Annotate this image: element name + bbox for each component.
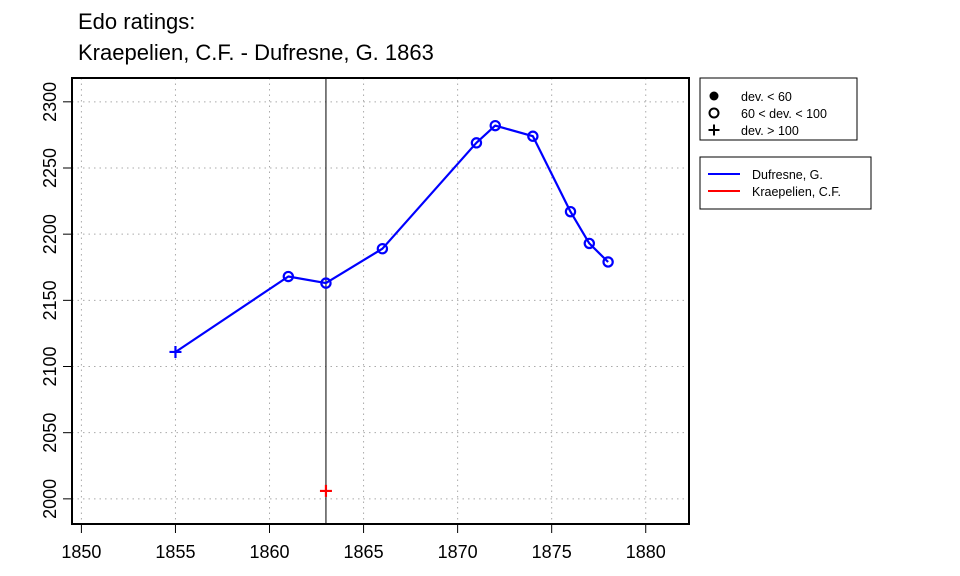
y-tick-label: 2250 (40, 148, 60, 188)
data-point-circle (376, 243, 389, 255)
series-points (169, 119, 614, 497)
y-axis: 2000 2050 2100 2150 2200 2250 2300 (40, 82, 72, 519)
data-point-circle (602, 256, 614, 268)
y-tick-label: 2100 (40, 346, 60, 386)
data-point-circle (282, 270, 295, 283)
y-tick-label: 2000 (40, 479, 60, 519)
data-point-circle (527, 130, 539, 142)
x-tick-label: 1860 (249, 542, 289, 562)
marker-legend-box (699, 77, 858, 141)
chart-title-line2: Kraepelien, C.F. - Dufresne, G. 1863 (78, 40, 434, 65)
x-tick-label: 1850 (61, 542, 101, 562)
data-point-circle (489, 119, 501, 132)
x-axis: 1850 1855 1860 1865 1870 1875 1880 (61, 524, 666, 562)
data-point-circle (583, 237, 596, 250)
marker-legend-label-0: dev. < 60 (741, 90, 792, 104)
data-point-plus (319, 484, 332, 497)
chart-title-line1: Edo ratings: (78, 9, 195, 34)
x-tick-label: 1875 (532, 542, 572, 562)
x-tick-label: 1865 (344, 542, 384, 562)
x-tick-label: 1880 (626, 542, 666, 562)
series-legend-label-1: Kraepelien, C.F. (752, 185, 841, 199)
series-lines (174, 124, 609, 353)
series-legend-label-0: Dufresne, G. (752, 168, 823, 182)
data-point-plus (169, 345, 182, 358)
marker-legend-label-2: dev. > 100 (741, 124, 799, 138)
marker-legend-label-1: 60 < dev. < 100 (741, 107, 827, 121)
x-tick-label: 1870 (438, 542, 478, 562)
plot-frame (71, 77, 690, 525)
grid (72, 78, 689, 524)
x-tick-label: 1855 (155, 542, 195, 562)
y-tick-label: 2150 (40, 280, 60, 320)
data-point-circle (564, 205, 577, 218)
legend-plus-icon (708, 124, 720, 136)
legend-dot-icon (709, 91, 719, 101)
legend-circle-icon (708, 107, 720, 119)
marker-legend: dev. < 60 60 < dev. < 100 dev. > 100 (699, 77, 858, 141)
data-point-circle (470, 137, 483, 149)
y-tick-label: 2200 (40, 214, 60, 254)
y-tick-label: 2300 (40, 82, 60, 122)
series-legend-box (699, 156, 872, 210)
data-point-circle (320, 277, 332, 289)
series-line-0 (174, 124, 609, 353)
y-tick-label: 2050 (40, 413, 60, 453)
series-legend: Dufresne, G. Kraepelien, C.F. (699, 156, 872, 210)
